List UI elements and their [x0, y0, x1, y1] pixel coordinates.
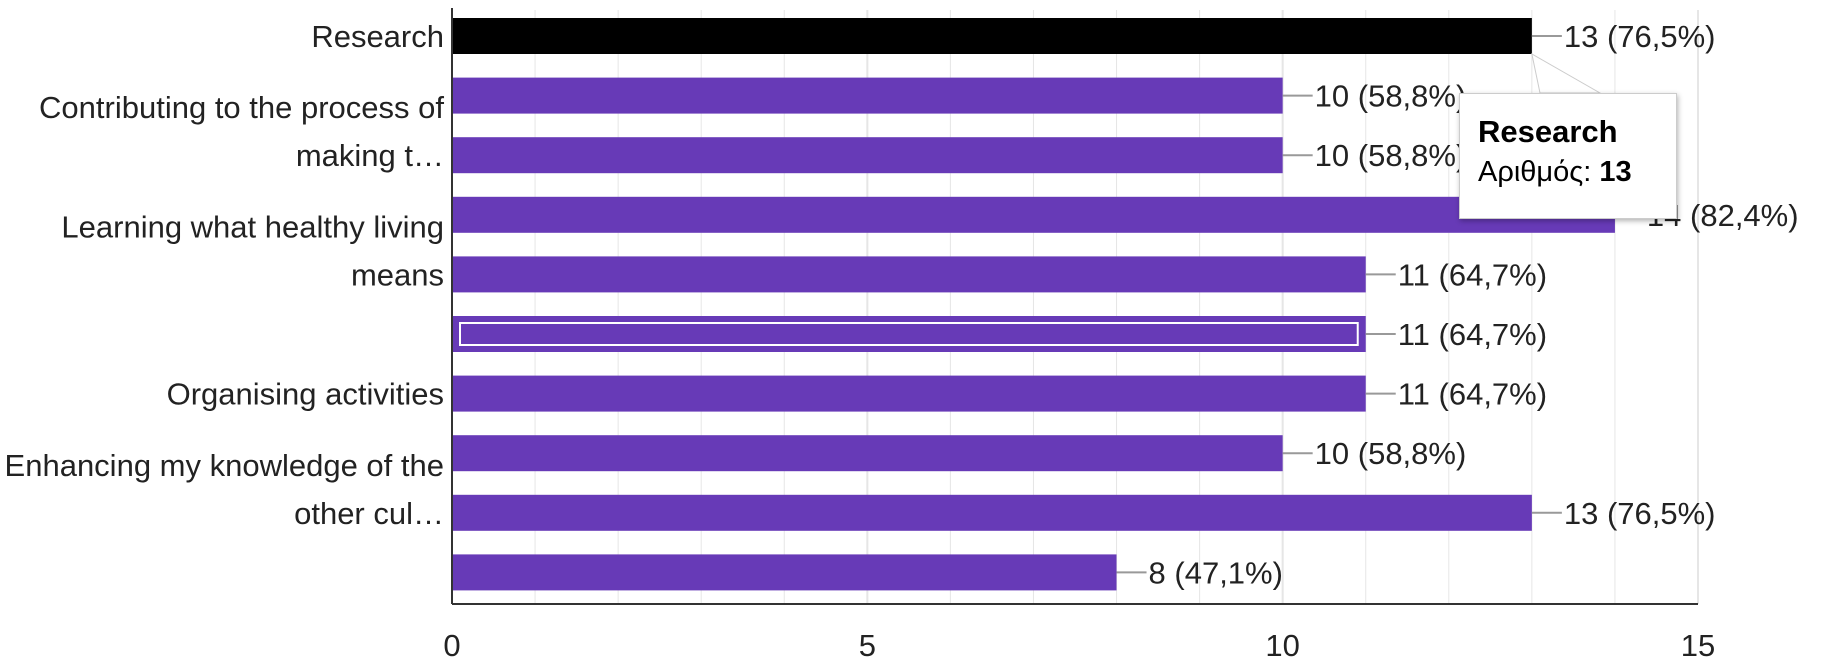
tooltip-metric-value: 13	[1599, 156, 1632, 188]
bar[interactable]	[452, 256, 1366, 293]
bar[interactable]	[452, 196, 1615, 233]
bar[interactable]	[452, 494, 1532, 531]
x-tick-label: 10	[1265, 628, 1299, 661]
category-label: making t…	[296, 138, 444, 173]
bar[interactable]	[452, 316, 1366, 352]
value-label: 11 (64,7%)	[1398, 317, 1547, 352]
axes	[451, 8, 1698, 605]
value-label: 13 (76,5%)	[1564, 19, 1716, 54]
category-label: other cul…	[294, 496, 444, 531]
value-label: 10 (58,8%)	[1315, 436, 1467, 471]
x-tick-labels: 0 5 10 15	[443, 628, 1715, 661]
tooltip-metric: Αριθμός: 13	[1478, 150, 1676, 194]
tooltip-pointer	[1531, 53, 1602, 94]
x-tick-label: 5	[859, 628, 876, 661]
tooltip-metric-label: Αριθμός:	[1478, 156, 1592, 188]
bar[interactable]	[452, 375, 1366, 412]
bar[interactable]	[452, 18, 1532, 54]
bar[interactable]	[452, 137, 1283, 174]
bars	[452, 18, 1615, 591]
bar-tooltip: Research Αριθμός: 13	[1459, 93, 1677, 219]
value-label: 10 (58,8%)	[1315, 138, 1467, 173]
category-label: Learning what healthy living	[61, 209, 444, 244]
category-label: Contributing to the process of	[39, 90, 444, 125]
tooltip-title: Research	[1478, 114, 1618, 149]
value-label: 8 (47,1%)	[1149, 555, 1283, 590]
value-label: 11 (64,7%)	[1398, 257, 1547, 292]
bar-selection-outline	[459, 322, 1359, 346]
bar[interactable]	[452, 77, 1283, 114]
x-tick-label: 0	[443, 628, 460, 661]
category-label: means	[351, 257, 444, 292]
value-label: 10 (58,8%)	[1315, 79, 1467, 114]
category-label: Organising activities	[167, 377, 444, 412]
x-tick-label: 15	[1681, 628, 1715, 661]
value-label: 11 (64,7%)	[1398, 377, 1547, 412]
bar[interactable]	[452, 554, 1117, 591]
category-label: Research	[311, 19, 444, 54]
bar[interactable]	[452, 435, 1283, 472]
category-label: Enhancing my knowledge of the	[5, 448, 444, 483]
value-label: 13 (76,5%)	[1564, 496, 1716, 531]
category-labels: Research Contributing to the process of ma…	[5, 19, 445, 531]
